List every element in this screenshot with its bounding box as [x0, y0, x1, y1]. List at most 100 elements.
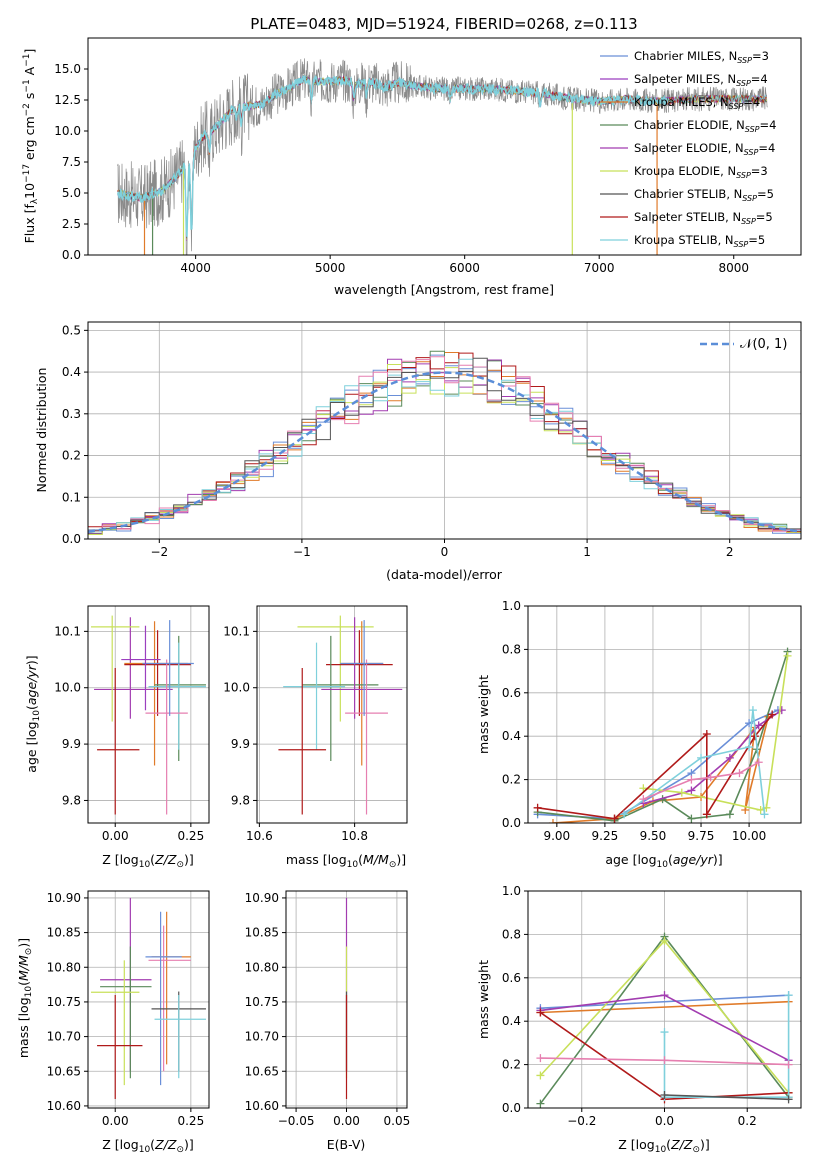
- weight-line-kroupa-miles: [540, 1000, 789, 1014]
- panel-age-vs-z: 0.00 0.25 9.8 9.9 10.0 10.1 Z [log10(Z/Z⊙)] age…: [24, 605, 210, 870]
- x-tick-label: 8000: [718, 261, 749, 275]
- plot-area: [88, 891, 209, 1108]
- weight-line-salpeter-stelib: [537, 714, 773, 820]
- x-tick-label: 0.0: [655, 1114, 674, 1128]
- x-tick-label: −1: [293, 545, 311, 559]
- y-tick-label: 15.0: [54, 62, 81, 76]
- y-tick-label: 10.65: [47, 1064, 81, 1078]
- x-axis-label: Z [log10(Z/Z⊙)]: [618, 1137, 710, 1155]
- x-tick-label: −2: [150, 545, 168, 559]
- weight-marker: [702, 730, 711, 739]
- y-tick-label: 10.70: [47, 1030, 81, 1044]
- panel-spectrum: 4000 5000 6000 7000 8000 0.0 2.5 5.0 7.5 10.0 12.5…: [22, 37, 802, 297]
- x-axis-label: mass [log10(M/M⊙)]: [286, 852, 406, 870]
- weight-marker: [533, 803, 542, 812]
- legend-entry: Salpeter ELODIE, NSSP=4: [634, 141, 775, 157]
- y-tick-label: 0.8: [502, 927, 521, 941]
- x-tick-label: −0.2: [567, 1114, 596, 1128]
- axes-frame: [87, 37, 802, 256]
- y-tick-label: 10.0: [54, 124, 81, 138]
- weight-marker: [660, 991, 669, 1000]
- y-tick-label: 10.90: [245, 891, 279, 905]
- axes-frame: [87, 321, 802, 540]
- panel-mass-vs-z: 0.00 0.25 10.60 10.65 10.70 10.75 10.80 10.85 10…: [16, 890, 210, 1155]
- x-tick-label: 0.25: [177, 1114, 204, 1128]
- y-tick-label: 10.0: [54, 681, 81, 695]
- y-tick-label: 0.8: [502, 642, 521, 656]
- y-tick-label: 12.5: [54, 93, 81, 107]
- panel-mass-vs-ebv: −0.05 0.00 0.05 10.60 10.65 10.70 10.75 10.80 10…: [245, 890, 410, 1152]
- legend-entry: Kroupa ELODIE, NSSP=3: [634, 164, 768, 180]
- y-tick-label: 7.5: [62, 155, 81, 169]
- x-tick-label: −0.05: [278, 1114, 315, 1128]
- weight-marker: [697, 753, 706, 762]
- plot-area: [528, 606, 801, 823]
- weight-marker: [660, 1090, 669, 1099]
- y-tick-label: 1.0: [502, 599, 521, 613]
- y-tick-label: 10.0: [223, 681, 250, 695]
- figure-title: PLATE=0483, MJD=51924, FIBERID=0268, z=0…: [250, 15, 637, 33]
- weight-marker: [702, 810, 711, 819]
- y-tick-label: 0.3: [62, 407, 81, 421]
- weight-marker: [735, 769, 744, 778]
- y-tick-label: 0.0: [502, 816, 521, 830]
- y-axis-label: mass [log10(M/M⊙)]: [16, 938, 34, 1058]
- y-tick-label: 0.0: [502, 1101, 521, 1115]
- x-tick-label: 9.75: [688, 829, 715, 843]
- weight-marker: [639, 784, 648, 793]
- y-axis-label: age [log10(age/yr)]: [24, 655, 42, 772]
- x-tick-label: 5000: [315, 261, 346, 275]
- weight-marker: [777, 706, 786, 715]
- y-tick-label: 9.9: [231, 737, 250, 751]
- legend-entry: Salpeter STELIB, NSSP=5: [634, 210, 773, 226]
- y-tick-label: 10.60: [47, 1099, 81, 1113]
- axes-frame: [527, 605, 802, 824]
- weight-marker: [610, 814, 619, 823]
- axes-frame: [527, 890, 802, 1109]
- y-axis-label: Flux [fλ10−17 erg cm−2 s−1 A−1]: [22, 49, 40, 244]
- y-tick-label: 10.80: [245, 960, 279, 974]
- x-tick-label: 6000: [449, 261, 480, 275]
- x-axis-label: wavelength [Angstrom, rest frame]: [334, 282, 554, 297]
- y-tick-label: 10.1: [54, 624, 81, 638]
- weight-marker: [687, 814, 696, 823]
- x-tick-label: 0: [441, 545, 449, 559]
- x-tick-label: 0.00: [333, 1114, 360, 1128]
- y-axis-label: Normed distribution: [34, 368, 49, 493]
- x-axis-label: E(B-V): [327, 1137, 366, 1152]
- panel-weight-vs-z: −0.2 0.0 0.2 0.0 0.2 0.4 0.6 0.8 1.0 mass weight Z…: [476, 884, 802, 1155]
- weight-marker: [660, 1056, 669, 1065]
- weight-line-kroupa-stelib: [663, 995, 790, 1098]
- weight-line-chabrier-stelib: [664, 1094, 789, 1101]
- y-tick-label: 0.6: [502, 971, 521, 985]
- legend-entry: Chabrier STELIB, NSSP=5: [634, 187, 774, 203]
- x-tick-label: 0.25: [177, 829, 204, 843]
- axes-frame: [87, 890, 210, 1109]
- y-tick-label: 0.6: [502, 686, 521, 700]
- legend-entry: Kroupa STELIB, NSSP=5: [634, 233, 765, 249]
- panel-residuals: −2 −1 0 1 2 0.0 0.1 0.2 0.3 0.4 0.5 𝒩(0, 1) (data-mo…: [34, 321, 802, 582]
- weight-marker: [620, 810, 629, 819]
- y-axis-label: mass weight: [476, 675, 491, 754]
- weight-marker: [784, 991, 793, 1000]
- weight-marker: [725, 810, 734, 819]
- x-axis-label: (data-model)/error: [386, 567, 503, 582]
- x-tick-label: 0.00: [102, 1114, 129, 1128]
- y-tick-label: 9.8: [62, 793, 81, 807]
- y-tick-label: 10.75: [47, 995, 81, 1009]
- plot-area: [116, 58, 768, 255]
- axes-frame: [285, 890, 408, 1109]
- plot-area: [88, 322, 801, 539]
- y-tick-label: 10.85: [47, 926, 81, 940]
- legend-entry: Salpeter MILES, NSSP=4: [634, 72, 768, 88]
- legend: Chabrier MILES, NSSP=3 Salpeter MILES, NS…: [600, 49, 776, 249]
- y-tick-label: 2.5: [62, 217, 81, 231]
- weight-marker: [725, 753, 734, 762]
- x-tick-label: 10.8: [341, 829, 368, 843]
- y-tick-label: 10.90: [47, 891, 81, 905]
- weight-marker: [754, 758, 763, 767]
- x-tick-label: 4000: [180, 261, 211, 275]
- legend-entry: Kroupa MILES, NSSP=4: [634, 95, 760, 111]
- weight-line-kroupa-elodie: [643, 655, 789, 811]
- y-tick-label: 0.0: [62, 248, 81, 262]
